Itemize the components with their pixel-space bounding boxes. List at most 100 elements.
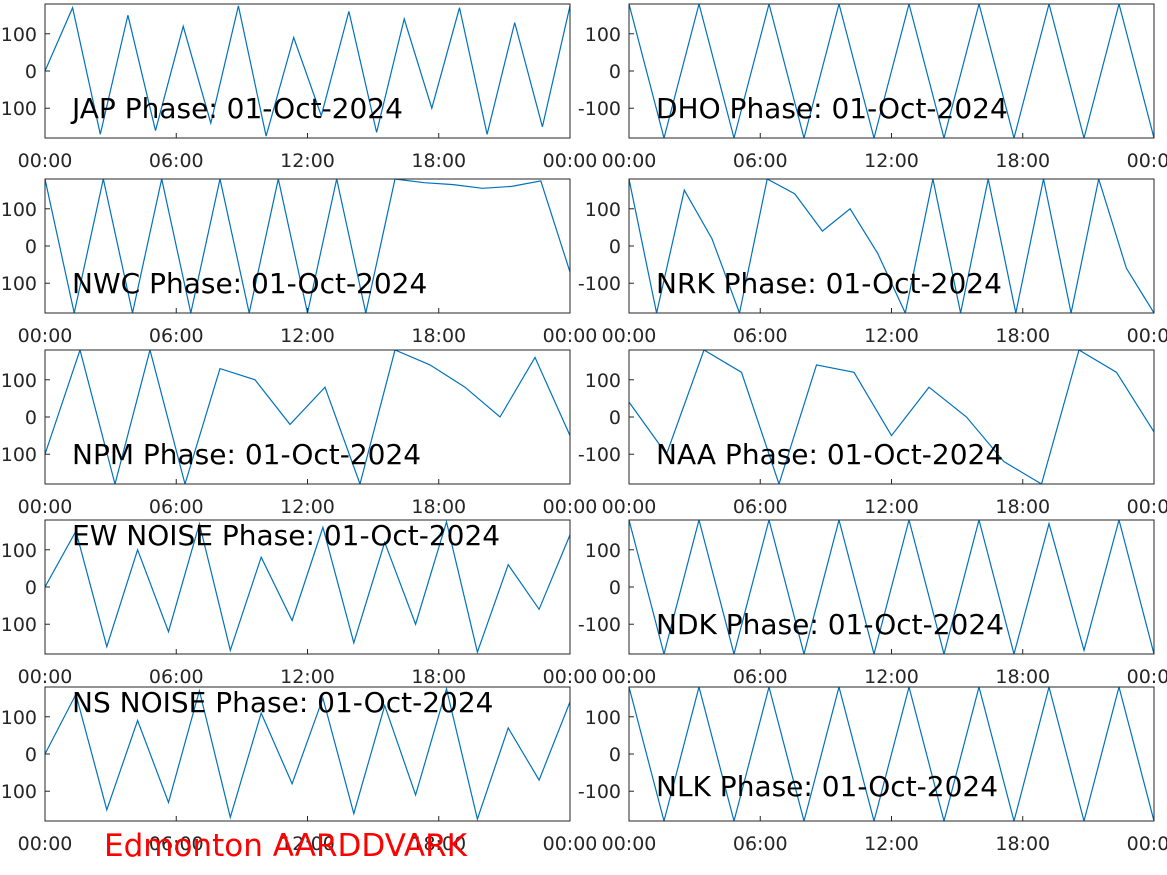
phase-series-line bbox=[45, 350, 570, 484]
x-tick-label: 18:00 bbox=[411, 496, 466, 518]
x-tick-label: 00:00 bbox=[602, 833, 657, 855]
x-tick-label: 06:00 bbox=[149, 325, 204, 347]
phase-panel-6: 100 0 -100 00:00 06:00 12:00 18:00 00:00 NAA Pha… bbox=[578, 349, 1167, 518]
phase-series-line bbox=[45, 179, 570, 313]
y-tick-label: 100 bbox=[585, 24, 621, 46]
y-tick-label: 100 bbox=[1, 444, 37, 466]
x-tick-label: 00:00 bbox=[602, 150, 657, 172]
x-tick-label: 18:00 bbox=[411, 150, 466, 172]
phase-series-line bbox=[629, 687, 1154, 821]
y-tick-label: 100 bbox=[1, 614, 37, 636]
panel-title: NRK Phase: 01-Oct-2024 bbox=[656, 267, 1002, 300]
x-tick-label: 00:00 bbox=[602, 666, 657, 688]
y-tick-label: 0 bbox=[609, 236, 621, 258]
panel-title: NPM Phase: 01-Oct-2024 bbox=[72, 438, 421, 471]
x-tick-label: 00:00 bbox=[543, 496, 598, 518]
x-tick-label: 06:00 bbox=[149, 496, 204, 518]
y-tick-label: 100 bbox=[585, 370, 621, 392]
x-tick-label: 12:00 bbox=[864, 833, 919, 855]
phase-series-line bbox=[629, 4, 1154, 138]
y-tick-label: 100 bbox=[1, 370, 37, 392]
phase-panel-7: 100 0 100 00:00 06:00 12:00 18:00 00:00 EW NOISE… bbox=[1, 519, 598, 688]
x-tick-label: 06:00 bbox=[733, 496, 788, 518]
y-tick-label: 100 bbox=[1, 199, 37, 221]
y-tick-label: 0 bbox=[609, 407, 621, 429]
panel-title: DHO Phase: 01-Oct-2024 bbox=[656, 92, 1008, 125]
phase-series-line bbox=[45, 687, 570, 821]
y-tick-label: 100 bbox=[1, 707, 37, 729]
y-tick-label: 100 bbox=[585, 707, 621, 729]
x-tick-label: 18:00 bbox=[995, 325, 1050, 347]
x-tick-label: 18:00 bbox=[411, 833, 466, 855]
y-tick-label: 100 bbox=[1, 24, 37, 46]
y-tick-label: -100 bbox=[578, 614, 621, 636]
x-tick-label: 00:00 bbox=[543, 833, 598, 855]
x-tick-label: 18:00 bbox=[995, 150, 1050, 172]
phase-series-line bbox=[629, 520, 1154, 654]
y-tick-label: 0 bbox=[609, 577, 621, 599]
x-tick-label: 06:00 bbox=[733, 150, 788, 172]
station-label: Edmonton AARDDVARK bbox=[104, 828, 468, 864]
y-tick-label: 0 bbox=[609, 744, 621, 766]
x-tick-label: 18:00 bbox=[411, 666, 466, 688]
y-tick-label: 100 bbox=[585, 199, 621, 221]
x-tick-label: 00:00 bbox=[18, 833, 73, 855]
x-tick-label: 00:00 bbox=[543, 150, 598, 172]
x-tick-label: 00:00 bbox=[1127, 150, 1167, 172]
panel-title: NDK Phase: 01-Oct-2024 bbox=[656, 608, 1004, 641]
x-tick-label: 00:00 bbox=[18, 496, 73, 518]
x-tick-label: 06:00 bbox=[733, 325, 788, 347]
panel-title: NWC Phase: 01-Oct-2024 bbox=[72, 267, 427, 300]
x-tick-label: 00:00 bbox=[1127, 496, 1167, 518]
phase-panel-1: 100 0 100 00:00 06:00 12:00 18:00 00:00 JAP Phas… bbox=[1, 3, 598, 172]
y-tick-label: 0 bbox=[25, 407, 37, 429]
x-tick-label: 06:00 bbox=[149, 666, 204, 688]
x-tick-label: 00:00 bbox=[602, 496, 657, 518]
x-tick-label: 06:00 bbox=[733, 833, 788, 855]
phase-panel-4: 100 0 -100 00:00 06:00 12:00 18:00 00:00 NRK Pha… bbox=[578, 178, 1167, 347]
panel-title: NS NOISE Phase: 01-Oct-2024 bbox=[72, 686, 493, 719]
y-tick-label: 0 bbox=[25, 744, 37, 766]
y-tick-label: 0 bbox=[25, 61, 37, 83]
phase-panel-2: 100 0 -100 00:00 06:00 12:00 18:00 00:00 DHO Pha… bbox=[578, 3, 1167, 172]
y-tick-label: 0 bbox=[609, 61, 621, 83]
phase-series-line bbox=[45, 520, 570, 654]
x-tick-label: 00:00 bbox=[18, 150, 73, 172]
x-tick-label: 12:00 bbox=[280, 496, 335, 518]
x-tick-label: 00:00 bbox=[1127, 325, 1167, 347]
y-tick-label: -100 bbox=[578, 273, 621, 295]
phase-series-line bbox=[629, 179, 1154, 313]
x-tick-label: 18:00 bbox=[411, 325, 466, 347]
phase-series-line bbox=[45, 5, 570, 137]
x-tick-label: 12:00 bbox=[864, 666, 919, 688]
phase-panel-5: 100 0 100 00:00 06:00 12:00 18:00 00:00 NPM Phas… bbox=[1, 349, 598, 518]
x-tick-label: 00:00 bbox=[1127, 833, 1167, 855]
x-tick-label: 00:00 bbox=[602, 325, 657, 347]
x-tick-label: 12:00 bbox=[864, 496, 919, 518]
panel-title: EW NOISE Phase: 01-Oct-2024 bbox=[72, 519, 500, 552]
x-tick-label: 06:00 bbox=[149, 150, 204, 172]
phase-series-line bbox=[629, 350, 1154, 484]
y-tick-label: 0 bbox=[25, 236, 37, 258]
x-tick-label: 00:00 bbox=[543, 325, 598, 347]
panel-title: NLK Phase: 01-Oct-2024 bbox=[656, 770, 998, 803]
x-tick-label: 12:00 bbox=[864, 325, 919, 347]
x-tick-label: 06:00 bbox=[733, 666, 788, 688]
x-tick-label: 12:00 bbox=[280, 833, 335, 855]
y-tick-label: 100 bbox=[1, 273, 37, 295]
x-tick-label: 18:00 bbox=[995, 496, 1050, 518]
y-tick-label: 0 bbox=[25, 577, 37, 599]
phase-panel-9: 100 0 100 00:00 06:00 12:00 18:00 00:00 NS NOISE… bbox=[1, 686, 598, 855]
x-tick-label: 00:00 bbox=[1127, 666, 1167, 688]
x-tick-label: 06:00 bbox=[149, 833, 204, 855]
panel-title: NAA Phase: 01-Oct-2024 bbox=[656, 438, 1003, 471]
x-tick-label: 00:00 bbox=[18, 666, 73, 688]
y-tick-label: -100 bbox=[578, 98, 621, 120]
x-tick-label: 12:00 bbox=[864, 150, 919, 172]
x-tick-label: 12:00 bbox=[280, 666, 335, 688]
panel-title: JAP Phase: 01-Oct-2024 bbox=[70, 92, 403, 125]
x-tick-label: 00:00 bbox=[18, 325, 73, 347]
y-tick-label: 100 bbox=[1, 781, 37, 803]
x-tick-label: 00:00 bbox=[543, 666, 598, 688]
